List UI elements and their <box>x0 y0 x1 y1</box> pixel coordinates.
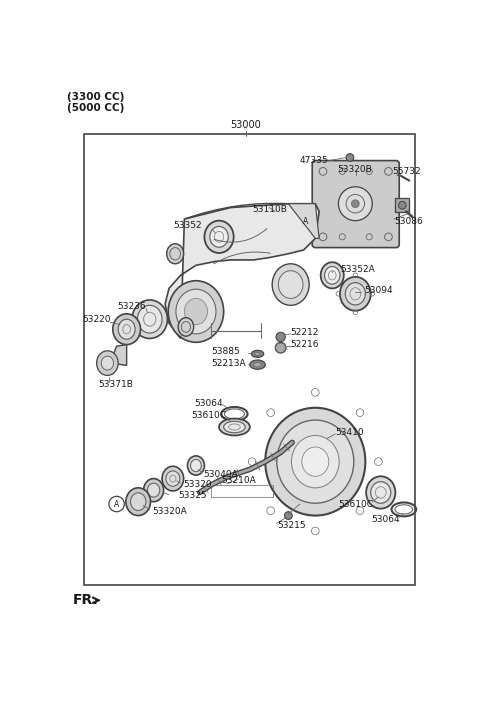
Ellipse shape <box>166 471 180 486</box>
Ellipse shape <box>324 266 340 284</box>
Ellipse shape <box>113 314 141 344</box>
Text: 55732: 55732 <box>392 167 421 176</box>
Bar <box>211 485 273 497</box>
Text: 53320B: 53320B <box>337 165 372 174</box>
Ellipse shape <box>204 221 234 253</box>
Ellipse shape <box>131 493 146 510</box>
Text: FR.: FR. <box>73 593 98 607</box>
Ellipse shape <box>132 300 168 338</box>
Ellipse shape <box>188 456 204 475</box>
Text: 53064: 53064 <box>372 515 400 524</box>
Text: 53885: 53885 <box>211 347 240 356</box>
Ellipse shape <box>371 482 391 503</box>
Polygon shape <box>165 204 319 338</box>
Circle shape <box>398 201 406 209</box>
Text: 47335: 47335 <box>300 156 328 165</box>
Ellipse shape <box>224 421 245 433</box>
Circle shape <box>351 200 359 207</box>
Text: 52212: 52212 <box>291 328 319 337</box>
Circle shape <box>285 512 292 520</box>
Text: 53410: 53410 <box>336 428 364 437</box>
Text: 53320A: 53320A <box>152 507 187 516</box>
Ellipse shape <box>178 318 193 336</box>
Ellipse shape <box>366 477 396 509</box>
Bar <box>396 198 409 212</box>
Polygon shape <box>101 344 127 372</box>
Text: 53215: 53215 <box>277 521 305 530</box>
Ellipse shape <box>147 483 160 497</box>
Ellipse shape <box>291 435 339 488</box>
Circle shape <box>275 342 286 353</box>
Text: 53210A: 53210A <box>221 477 256 485</box>
Text: 52216: 52216 <box>291 340 319 349</box>
Ellipse shape <box>254 362 262 367</box>
Text: 53094: 53094 <box>364 286 393 295</box>
Text: 53236: 53236 <box>117 302 146 311</box>
Text: 53086: 53086 <box>394 217 422 226</box>
Text: 53320: 53320 <box>183 480 212 489</box>
Ellipse shape <box>210 226 228 247</box>
Text: (5000 CC): (5000 CC) <box>67 103 125 113</box>
Text: 53110B: 53110B <box>252 205 287 214</box>
Ellipse shape <box>176 289 216 334</box>
Ellipse shape <box>167 244 184 264</box>
Text: 53610C: 53610C <box>338 500 373 508</box>
Ellipse shape <box>184 298 207 325</box>
Polygon shape <box>288 204 319 238</box>
Ellipse shape <box>345 283 365 305</box>
Bar <box>84 134 415 585</box>
Ellipse shape <box>118 319 135 340</box>
Ellipse shape <box>302 447 329 477</box>
Ellipse shape <box>162 466 184 491</box>
Ellipse shape <box>219 418 250 435</box>
Circle shape <box>338 187 372 221</box>
Text: 53040A: 53040A <box>204 470 239 479</box>
Text: 53352: 53352 <box>173 221 202 230</box>
Text: 52213A: 52213A <box>211 359 246 368</box>
Text: A: A <box>114 500 119 508</box>
Ellipse shape <box>254 352 261 356</box>
Circle shape <box>276 333 285 342</box>
Ellipse shape <box>137 305 162 333</box>
Ellipse shape <box>250 360 265 369</box>
Ellipse shape <box>340 277 371 311</box>
Text: 53371B: 53371B <box>98 380 133 389</box>
FancyBboxPatch shape <box>312 160 399 247</box>
Ellipse shape <box>144 479 164 502</box>
Ellipse shape <box>272 264 309 305</box>
Ellipse shape <box>278 271 303 298</box>
Text: 53000: 53000 <box>230 120 262 130</box>
Ellipse shape <box>191 459 201 472</box>
Text: 53352A: 53352A <box>340 264 375 273</box>
Ellipse shape <box>252 350 264 357</box>
Ellipse shape <box>101 356 114 370</box>
Text: 53610C: 53610C <box>192 411 227 420</box>
Ellipse shape <box>277 420 354 503</box>
Text: 53325: 53325 <box>178 491 207 500</box>
Circle shape <box>346 154 354 162</box>
Ellipse shape <box>265 408 365 515</box>
Text: (3300 CC): (3300 CC) <box>67 92 125 102</box>
Ellipse shape <box>96 351 118 375</box>
Text: 53064: 53064 <box>194 399 223 408</box>
Text: A: A <box>303 217 309 226</box>
Ellipse shape <box>321 262 344 288</box>
Ellipse shape <box>168 280 224 342</box>
Ellipse shape <box>126 488 151 515</box>
Text: 53220: 53220 <box>82 316 110 325</box>
